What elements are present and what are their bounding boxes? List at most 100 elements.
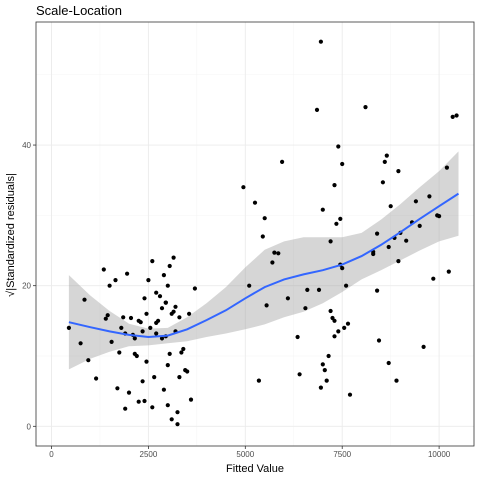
y-tick-label: 20 [22,282,31,291]
data-point [161,273,166,278]
data-point [427,194,432,199]
plot-layer: 0 2500 5000 7500 10000 0 20 40 [22,21,475,459]
data-point [171,309,176,314]
data-point [113,278,118,283]
data-point [340,161,345,167]
data-point [318,385,323,390]
data-point [121,315,126,320]
data-point [376,338,382,343]
data-point [115,386,120,391]
data-point [260,234,265,239]
data-point [165,403,170,408]
data-point [421,344,426,349]
data-point [247,283,252,288]
data-point [332,334,337,339]
data-point [187,311,192,316]
data-point [276,251,281,256]
data-point [342,325,347,330]
data-point [173,304,178,309]
data-point [303,306,308,311]
data-point [165,363,170,368]
data-point [171,255,176,260]
data-point [150,405,155,410]
data-point [148,325,153,330]
data-point [332,183,337,188]
data-point [396,259,401,264]
x-tick-label: 5000 [236,450,254,459]
data-point [192,286,197,291]
data-point [126,390,132,395]
data-point [241,185,246,190]
data-point [328,239,333,244]
data-point [336,329,341,334]
smooth-line [68,192,460,339]
data-point [450,114,455,119]
data-point [326,353,331,359]
data-point [318,39,323,44]
data-point [347,392,353,397]
data-point [340,266,345,271]
data-point [154,331,159,336]
data-point [264,303,269,308]
y-tick-label: 0 [27,422,32,431]
data-point [388,204,393,209]
data-point [117,350,122,355]
y-axis-title: √|Standardized residuals| [5,173,17,297]
data-point [437,214,442,219]
data-point [159,336,165,341]
data-point [431,276,436,281]
data-point [384,153,389,158]
data-point [328,308,333,314]
data-point [297,372,302,377]
data-point [413,199,418,204]
data-point [103,316,108,321]
data-point [270,260,275,265]
data-point [138,320,143,325]
panel-border [35,21,475,447]
data-point [320,362,325,367]
data-point [417,223,422,228]
data-point [375,231,380,236]
data-point [394,378,399,383]
data-point [338,216,343,221]
data-point [167,263,172,269]
data-point [188,397,194,402]
data-point [345,321,351,326]
x-axis-title: Fitted Value [226,463,284,475]
data-point [159,306,165,311]
data-point [142,398,147,404]
data-point [380,180,385,185]
data-point [144,359,149,364]
data-point [324,378,329,383]
data-point [150,259,155,264]
data-point [163,300,168,305]
data-point [86,358,91,363]
data-point [82,297,87,302]
data-point [256,378,261,383]
data-point [295,334,300,340]
y-tick-label: 40 [22,141,31,150]
data-point [165,283,170,288]
data-point [444,165,449,170]
data-point [285,296,290,301]
data-point [123,406,128,411]
data-point [78,341,83,346]
data-point [305,287,310,292]
data-point [167,351,172,356]
data-point [332,318,337,323]
data-point [94,376,99,381]
data-point [105,313,110,318]
data-point [132,336,137,341]
data-point [177,315,182,320]
data-point [396,169,401,174]
data-point [140,329,145,334]
data-point [322,368,327,373]
data-point [136,399,141,404]
confidence-band [68,151,459,370]
data-point [154,290,159,295]
data-point [140,379,145,384]
data-point [334,221,339,226]
data-point [316,287,322,292]
